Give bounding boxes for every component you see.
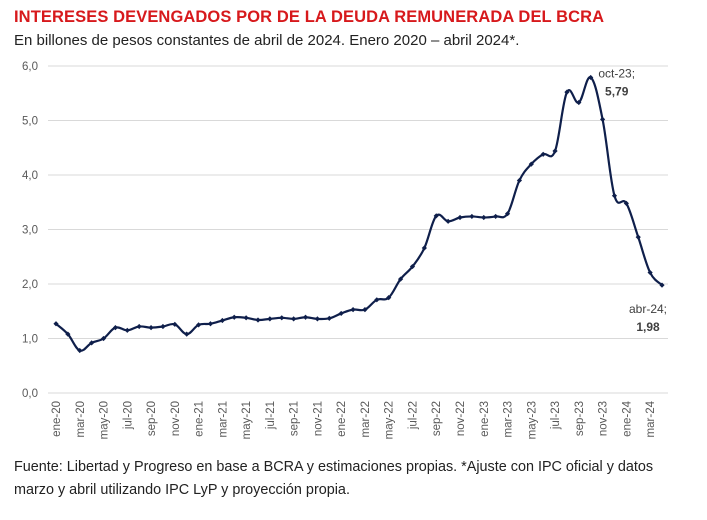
data-point-marker (659, 282, 665, 288)
data-point-marker (552, 148, 558, 154)
x-tick-label: mar-22 (360, 401, 372, 437)
data-series (53, 74, 665, 354)
data-point-marker (136, 323, 142, 330)
data-point-marker (421, 245, 427, 251)
x-tick-label: mar-23 (503, 401, 515, 437)
x-tick-label: nov-20 (170, 401, 182, 436)
x-tick-label: jul-20 (122, 401, 134, 430)
data-point-marker (504, 211, 511, 217)
x-tick-label: mar-21 (217, 401, 229, 437)
data-point-marker (611, 193, 618, 199)
data-point-marker (302, 314, 309, 320)
data-point-marker (362, 307, 368, 313)
x-tick-label: sep-20 (146, 401, 158, 436)
x-tick-label: jul-23 (550, 401, 562, 430)
chart-subtitle: En billones de pesos constantes de abril… (14, 32, 520, 49)
data-annotations: oct-23; 5,79 abr-24; 1,98 (598, 66, 667, 334)
data-point-marker (397, 276, 404, 282)
data-point-marker (386, 295, 392, 301)
x-tick-label: may-20 (99, 401, 111, 439)
data-point-marker (457, 214, 463, 221)
data-point-marker (112, 325, 119, 331)
y-tick-label: 3,0 (22, 225, 38, 237)
data-point-marker (528, 161, 534, 167)
x-tick-label: ene-21 (194, 401, 206, 437)
x-axis-tick-labels: ene-20 mar-20 may-20 jul-20 sep-20 nov-20 ene-… (51, 400, 657, 439)
data-point-marker (623, 200, 629, 206)
data-point-marker (100, 335, 107, 342)
data-point-marker (89, 340, 95, 346)
x-tick-label: sep-22 (431, 401, 443, 436)
source-note: Fuente: Libertad y Progreso en base a BC… (14, 459, 654, 498)
data-point-marker (588, 74, 594, 81)
x-tick-label: ene-22 (336, 401, 348, 437)
data-point-marker (53, 321, 59, 327)
annotation-label: abr-24; (629, 302, 667, 316)
x-tick-label: may-22 (384, 401, 396, 439)
data-point-marker (647, 269, 653, 276)
data-point-marker (314, 316, 321, 322)
x-tick-label: may-23 (526, 401, 538, 439)
gridlines (48, 65, 668, 394)
data-point-marker (195, 322, 202, 328)
y-tick-label: 0,0 (22, 388, 38, 400)
data-point-marker (599, 116, 606, 123)
x-tick-label: jul-22 (407, 401, 419, 430)
chart-title: INTERESES DEVENGADOS POR DE LA DEUDA REM… (14, 8, 605, 26)
data-point-marker (445, 218, 451, 224)
data-point-marker (172, 321, 178, 327)
x-tick-label: ene-20 (51, 401, 63, 437)
data-point-marker (231, 314, 237, 320)
data-point-marker (184, 331, 190, 337)
data-point-marker (267, 316, 273, 322)
data-point-marker (279, 315, 285, 321)
data-point-marker (207, 321, 214, 327)
y-tick-label: 5,0 (22, 116, 38, 128)
data-point-marker (481, 214, 487, 221)
data-point-marker (409, 263, 416, 270)
x-tick-label: jul-21 (265, 401, 277, 430)
data-point-marker (291, 316, 297, 322)
x-tick-label: may-21 (241, 401, 253, 439)
x-tick-label: nov-23 (598, 401, 610, 436)
data-point-marker (516, 177, 523, 184)
data-point-marker (493, 213, 499, 220)
y-tick-label: 2,0 (22, 279, 38, 291)
x-tick-label: sep-21 (289, 401, 301, 436)
annotation-value: 1,98 (636, 320, 660, 334)
data-point-marker (350, 307, 356, 313)
x-tick-label: ene-24 (621, 400, 633, 436)
x-tick-label: mar-24 (645, 400, 657, 437)
data-point-marker (160, 323, 166, 330)
series-line (55, 76, 663, 352)
data-point-marker (338, 310, 344, 317)
data-point-marker (219, 317, 225, 324)
data-point-marker (124, 327, 130, 333)
x-tick-label: ene-23 (479, 401, 491, 437)
data-point-marker (77, 347, 83, 354)
data-point-marker (564, 89, 570, 95)
data-point-marker (374, 297, 380, 303)
data-point-marker (635, 234, 641, 240)
data-point-marker (540, 151, 546, 157)
x-tick-label: nov-22 (455, 401, 467, 436)
data-point-marker (576, 99, 582, 106)
y-tick-label: 6,0 (22, 61, 38, 73)
y-axis-tick-labels: 0,0 1,0 2,0 3,0 4,0 5,0 6,0 (22, 61, 38, 400)
data-point-marker (65, 331, 71, 337)
x-tick-label: sep-23 (574, 401, 586, 436)
data-point-marker (433, 213, 439, 219)
data-point-marker (148, 325, 154, 331)
data-point-marker (255, 317, 261, 323)
x-tick-label: mar-20 (75, 401, 87, 437)
y-tick-label: 4,0 (22, 170, 38, 182)
y-tick-label: 1,0 (22, 334, 38, 346)
data-point-marker (326, 315, 332, 321)
data-point-marker (243, 315, 249, 321)
x-tick-label: nov-21 (312, 401, 324, 436)
annotation-value: 5,79 (605, 84, 629, 98)
annotation-label: oct-23; (598, 66, 635, 80)
data-point-marker (469, 213, 475, 220)
